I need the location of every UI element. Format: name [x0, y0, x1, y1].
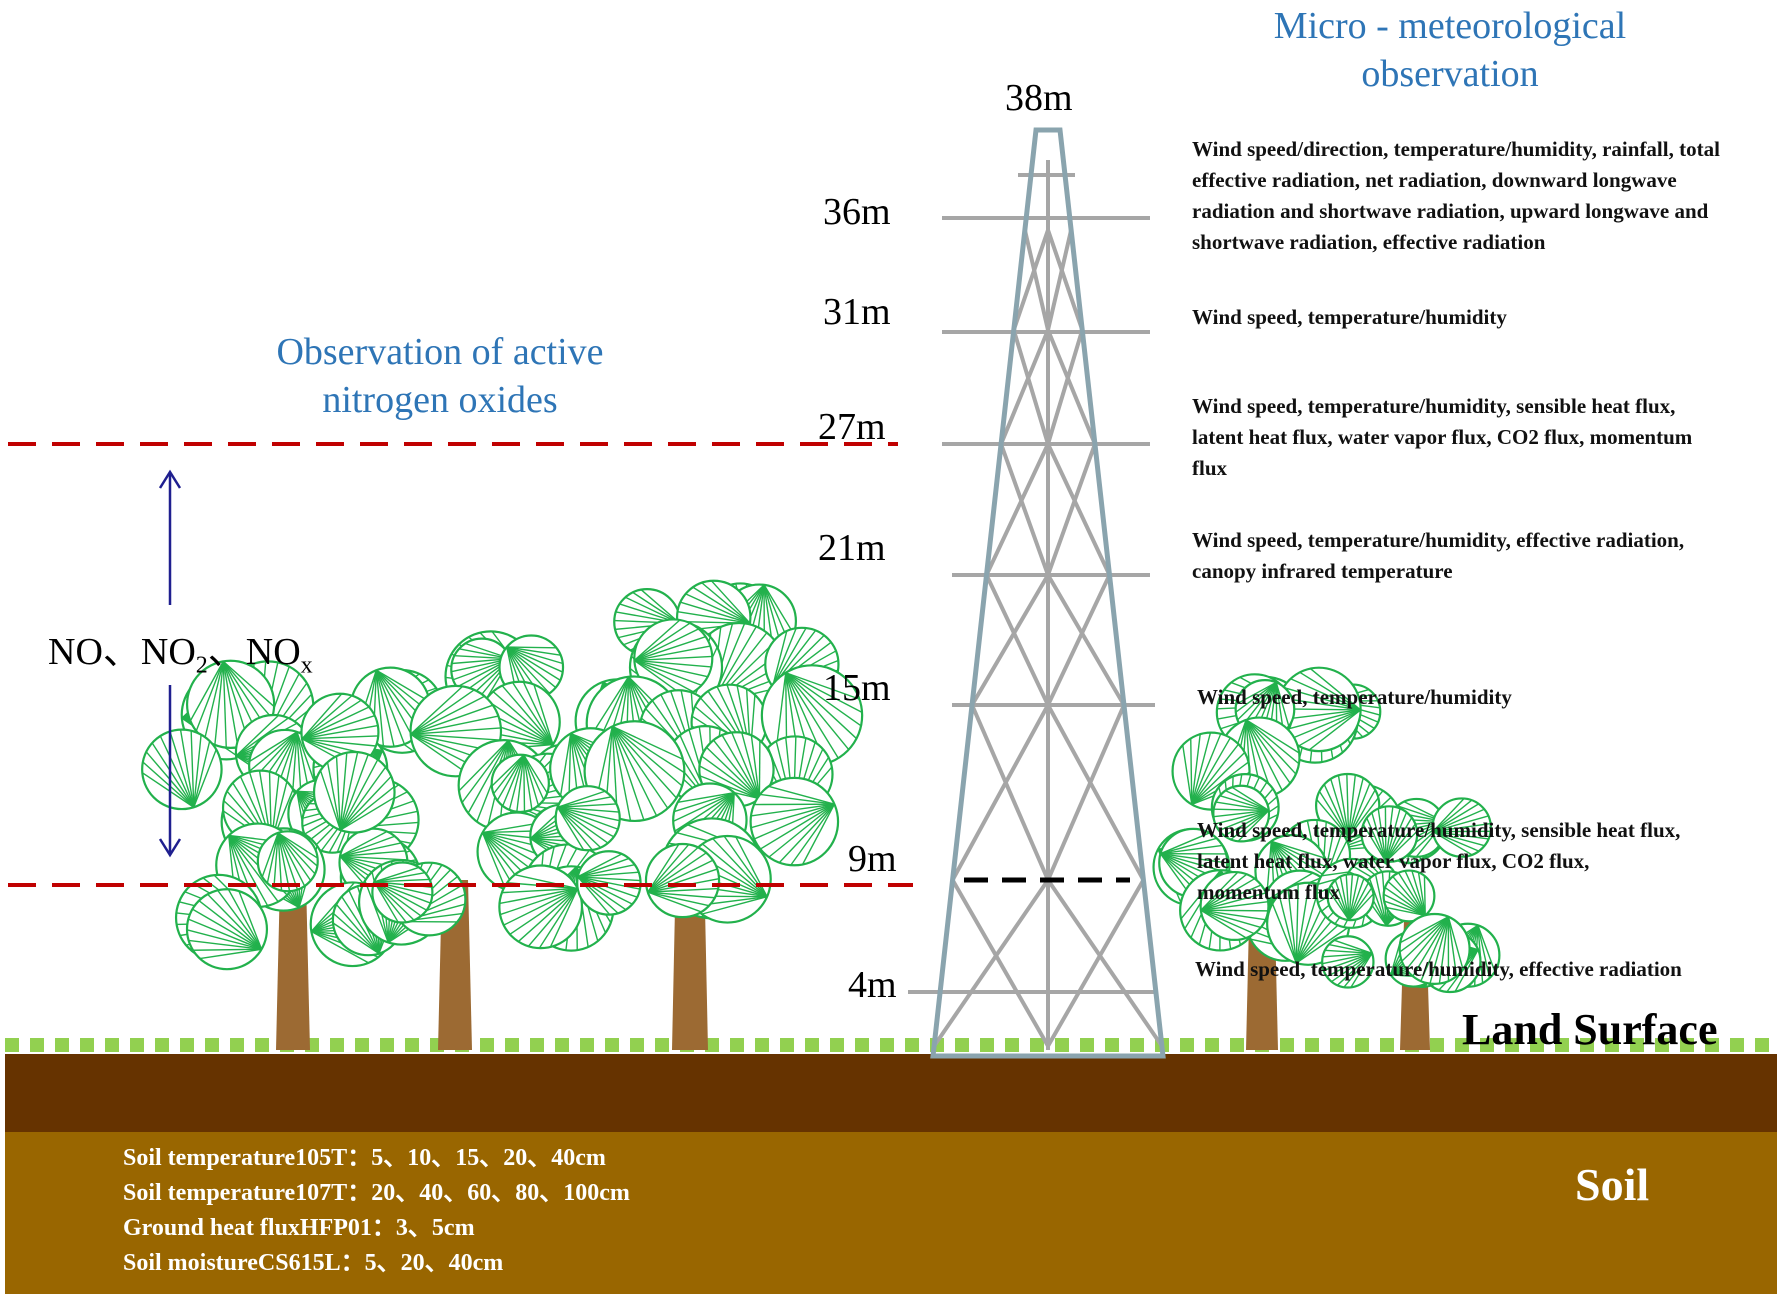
leaf-cluster [141, 728, 223, 811]
leaf-cluster [644, 842, 721, 919]
leaf-cluster [1431, 797, 1492, 858]
micro-meteorological-title: Micro - meteorological observation [1180, 2, 1720, 98]
tower-brace [999, 443, 1050, 576]
nox-species-label: NO、NO2、NOx [48, 620, 313, 680]
tree-trunk [276, 880, 310, 1050]
leaf-cluster [312, 750, 396, 834]
soil-sensor-line: Soil temperature107T：20、40、60、80、100cm [123, 1180, 630, 1206]
leaf-cluster [576, 850, 642, 916]
level-27m-description: Wind speed, temperature/humidity, sensib… [1192, 394, 1693, 480]
tower-brace [1046, 574, 1112, 706]
topsoil-layer [5, 1054, 1777, 1132]
tower-frame [930, 127, 1166, 1059]
tower-brace [1046, 229, 1074, 331]
micro-title-line1: Micro - meteorological [1273, 5, 1627, 47]
leaf-cluster [185, 888, 269, 971]
nox-title-line1: Observation of active [276, 331, 604, 373]
level-36m-description: Wind speed/direction, temperature/humidi… [1192, 137, 1720, 254]
leaf-cluster [1276, 666, 1362, 753]
leaf-cluster [371, 861, 434, 924]
subsoil-layer [5, 1132, 1777, 1294]
tower-top-label: 38m [1005, 77, 1073, 119]
land-surface-label: Land Surface [1462, 1005, 1718, 1054]
leaf-cluster [1199, 870, 1270, 941]
tower-brace [1046, 704, 1146, 881]
tower-brace [1011, 229, 1050, 331]
level-21m-description: Wind speed, temperature/humidity, effect… [1192, 528, 1685, 583]
level-31m-description: Wind speed, temperature/humidity [1192, 305, 1507, 329]
level-15m-description: Wind speed, temperature/humidity [1197, 685, 1512, 709]
height-label-36m: 36m [823, 191, 891, 233]
soil-sensor-line: Soil moistureCS615L：5、20、40cm [123, 1250, 504, 1276]
leaf-cluster [1326, 873, 1375, 922]
height-label-31m: 31m [823, 291, 891, 333]
no-no2-text: NO、NO [48, 631, 196, 673]
tower-brace [1046, 878, 1164, 1048]
level-4m-description: Wind speed, temperature/humidity, effect… [1195, 957, 1682, 981]
leaf-cluster [256, 830, 319, 893]
soil-sensor-line: Soil temperature105T：5、10、15、20、40cm [123, 1145, 606, 1171]
vertical-range-arrow [158, 469, 182, 858]
leaf-cluster [554, 785, 621, 852]
leaf-cluster [1360, 805, 1419, 863]
tower-brace [950, 879, 1050, 1047]
nox-text: 、NO [207, 631, 301, 673]
trees [141, 579, 1501, 1050]
leaf-cluster [1212, 784, 1271, 843]
height-label-9m: 9m [848, 838, 897, 880]
tower-brace [1046, 573, 1126, 707]
height-label-27m: 27m [818, 406, 886, 448]
leaf-cluster [490, 753, 550, 814]
leaf-cluster [1382, 869, 1436, 923]
soil-sensor-list: Soil temperature105T：5、10、15、20、40cm Soi… [123, 1141, 630, 1281]
leaf-cluster [749, 776, 840, 867]
height-label-21m: 21m [818, 527, 886, 569]
tower-brace [984, 443, 1050, 576]
observation-tower [908, 127, 1166, 1059]
leaf-cluster [498, 864, 584, 950]
no2-subscript: 2 [195, 652, 208, 679]
tower-brace [1046, 704, 1126, 881]
tower-brace [1046, 443, 1112, 576]
micro-title-line2: observation [1361, 53, 1539, 95]
tower-brace [1046, 329, 1085, 445]
nox-subscript: x [300, 652, 313, 679]
nox-title-line2: nitrogen oxides [322, 379, 558, 421]
tower-brace [932, 878, 1050, 1048]
tower-brace [1046, 229, 1085, 331]
soil-sensor-line: Ground heat fluxHFP01：3、5cm [123, 1215, 475, 1241]
tower-brace [1046, 443, 1097, 576]
tower-brace [984, 574, 1050, 706]
level-9m-description: Wind speed, temperature/humidity, sensib… [1197, 818, 1681, 904]
tower-brace [1046, 329, 1097, 445]
tower-brace [950, 704, 1050, 881]
tower-brace [1046, 879, 1146, 1047]
height-label-4m: 4m [848, 964, 897, 1006]
tower-brace [999, 329, 1050, 445]
nox-observation-title: Observation of active nitrogen oxides [230, 328, 650, 424]
tower-brace [1011, 329, 1050, 445]
leaf-cluster [1398, 912, 1471, 985]
tower-brace [970, 704, 1050, 881]
leaf-cluster [1321, 935, 1375, 989]
tower-brace [1022, 229, 1050, 331]
soil-label: Soil [1575, 1159, 1650, 1210]
height-label-15m: 15m [823, 667, 891, 709]
tower-brace [970, 573, 1050, 707]
